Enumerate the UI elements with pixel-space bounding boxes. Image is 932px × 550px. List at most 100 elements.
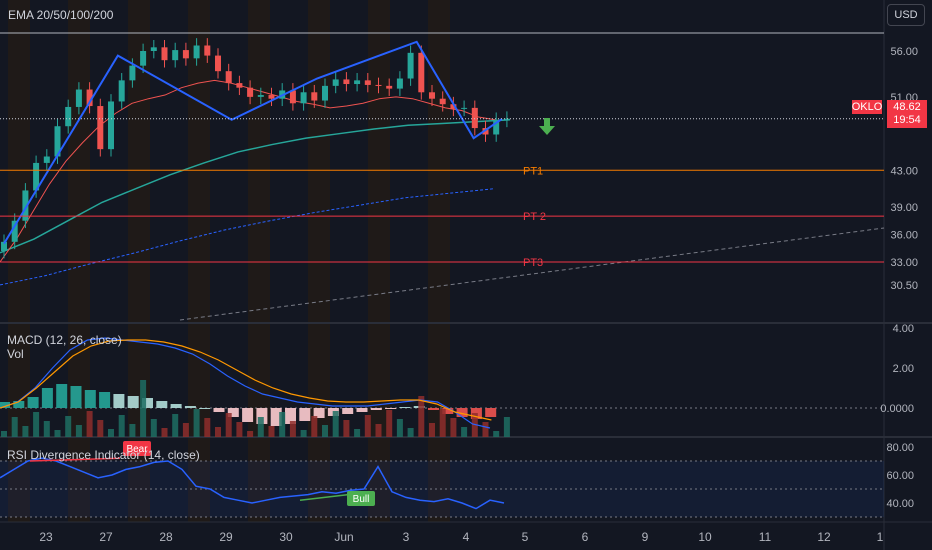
bear-label: Bear — [126, 444, 148, 455]
session-shade-4 — [248, 0, 270, 522]
volume-bar — [343, 420, 350, 437]
candle — [311, 92, 318, 101]
macd-histogram-bar — [170, 404, 182, 408]
macd-histogram-bar — [256, 408, 268, 424]
bear-label-box — [123, 441, 151, 456]
candle — [43, 156, 50, 163]
session-shade-5 — [308, 0, 330, 522]
macd-histogram-bar — [41, 388, 53, 408]
candle — [289, 90, 296, 104]
volume-bar — [461, 427, 468, 437]
macd-histogram-bar — [442, 408, 454, 414]
time-tick: 12 — [817, 530, 831, 544]
candle — [150, 47, 157, 51]
macd-histogram-bar — [285, 408, 296, 424]
volume-bar — [311, 416, 318, 437]
target-label-2: PT 2 — [523, 211, 546, 223]
candle — [354, 80, 361, 85]
candle — [343, 79, 350, 85]
price-tick: 30.50 — [890, 280, 918, 292]
candle — [429, 92, 435, 99]
volume-bar — [86, 411, 93, 437]
symbol-price-tag: OKLO — [851, 100, 883, 114]
candle — [386, 85, 393, 89]
time-tick: 5 — [522, 530, 529, 544]
candle — [461, 107, 468, 109]
macd-histogram-bar — [156, 401, 168, 408]
volume-bar — [322, 425, 328, 437]
signal-line — [0, 339, 492, 421]
volume-bar — [22, 426, 29, 437]
macd-histogram-bar — [84, 390, 96, 408]
price-tick: 56.00 — [890, 46, 918, 58]
time-tick: 6 — [582, 530, 589, 544]
time-tick: 23 — [39, 530, 53, 544]
volume-bar — [247, 431, 254, 437]
volume-bar — [439, 409, 446, 437]
candle — [450, 104, 457, 109]
volume-bar — [257, 417, 264, 437]
volume-bar — [418, 396, 425, 437]
pattern-zigzag — [3, 40, 503, 245]
macd-histogram-bar — [56, 384, 68, 408]
candle — [364, 80, 371, 85]
candle — [375, 84, 382, 86]
price-tick: 33.00 — [890, 257, 918, 269]
rsi-title: RSI Divergence Indicator (14, close) — [7, 448, 200, 462]
macd-histogram-bar — [199, 408, 211, 409]
candle — [225, 71, 232, 84]
price-tick: 43.00 — [890, 165, 918, 177]
time-tick: 27 — [99, 530, 113, 544]
volume-bar — [215, 427, 221, 437]
macd-histogram-bar — [127, 396, 139, 408]
macd-histogram-bar — [385, 408, 397, 409]
macd-tick: 2.00 — [893, 363, 914, 375]
candle — [182, 50, 189, 59]
macd-histogram-bar — [184, 406, 196, 408]
volume-bar — [375, 424, 382, 437]
candle — [193, 45, 200, 59]
volume-bar — [493, 431, 500, 437]
candle — [108, 101, 114, 150]
macd-histogram-bar — [99, 392, 111, 408]
macd-line — [0, 337, 491, 429]
time-tick: 3 — [403, 530, 410, 544]
macd-histogram-bar — [227, 408, 239, 417]
time-tick: 30 — [279, 530, 293, 544]
rsi-line — [0, 457, 505, 510]
volume-bar — [204, 418, 211, 437]
time-tick: Jun — [334, 530, 353, 544]
macd-histogram-bar — [27, 397, 39, 408]
macd-histogram-bar — [313, 408, 325, 418]
macd-tick: 4.00 — [893, 323, 914, 335]
candle — [236, 83, 243, 88]
volume-bar — [300, 430, 307, 437]
candle — [86, 89, 93, 107]
candle — [396, 78, 403, 89]
session-shade-0 — [8, 0, 30, 522]
candle — [322, 85, 328, 101]
volume-bar — [396, 419, 403, 437]
volume-bar — [364, 415, 371, 437]
volume-bar — [33, 412, 40, 437]
bar-countdown: 19:54 — [893, 114, 921, 126]
time-tick: 9 — [642, 530, 649, 544]
volume-bar — [11, 417, 18, 437]
volume-bar — [108, 429, 114, 437]
volume-bar — [65, 416, 72, 437]
price-tick: 36.00 — [890, 229, 918, 241]
volume-bar — [332, 411, 339, 437]
volume-bar — [503, 417, 510, 437]
rsi-tick: 80.00 — [886, 442, 914, 454]
currency-button[interactable]: USD — [887, 4, 925, 26]
candle — [215, 55, 221, 72]
volume-bar — [289, 421, 296, 437]
macd-histogram-bar — [356, 408, 368, 412]
bull-label: Bull — [353, 494, 370, 505]
macd-histogram-bar — [242, 408, 254, 422]
candle — [332, 79, 339, 86]
volume-bar — [118, 415, 125, 437]
macd-histogram-bar — [70, 386, 82, 408]
candle — [471, 107, 478, 129]
